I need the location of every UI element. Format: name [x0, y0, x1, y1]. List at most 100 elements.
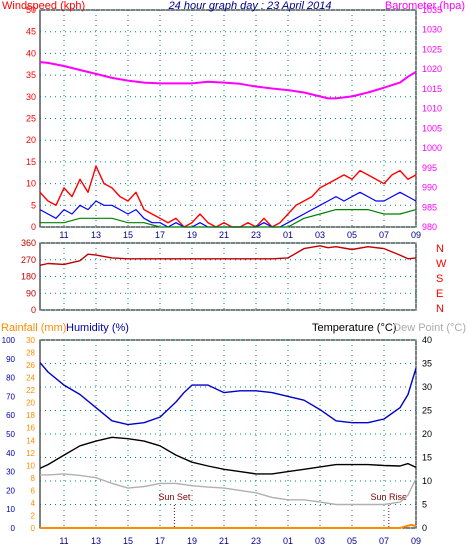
- rainfall-tick: 0: [31, 524, 36, 533]
- series-rainfall: [40, 523, 417, 529]
- rainfall-tick: 8: [31, 474, 36, 483]
- wind-direction-tick-labels: 0 90 180 270 360: [21, 238, 36, 315]
- wind-pressure-plot-area: [39, 9, 417, 228]
- barometer-tick: 1005: [422, 123, 442, 133]
- wind-direction-tick: 0: [31, 305, 36, 315]
- rainfall-tick: 4: [31, 499, 36, 508]
- barometer-tick: 1015: [422, 84, 442, 94]
- rainfall-tick: 30: [26, 336, 35, 345]
- rainfall-tick: 14: [26, 436, 35, 445]
- barometer-tick: 1025: [422, 44, 442, 54]
- x-tick-label: 17: [155, 230, 165, 240]
- time-tick-labels-bottom: 11 13 15 17 19 21 23 01 03 05 07 09: [59, 536, 421, 546]
- wind-direction-grid: [40, 242, 417, 311]
- humidity-tick: 50: [6, 430, 15, 439]
- x-tick-label: 15: [123, 230, 133, 240]
- barometer-tick: 1030: [422, 25, 442, 35]
- wind-direction-plot-area: [39, 242, 417, 311]
- x-tick-label: 13: [91, 536, 101, 546]
- rainfall-tick: 28: [26, 349, 35, 358]
- series-humidity: [39, 362, 417, 426]
- x-tick-label: 21: [219, 230, 229, 240]
- temperature-tick: 40: [422, 335, 432, 345]
- x-tick-label: 21: [219, 536, 229, 546]
- barometer-tick: 1020: [422, 64, 442, 74]
- x-tick-label: 07: [379, 230, 389, 240]
- series-temperature: [39, 436, 417, 475]
- rainfall-tick: 12: [26, 449, 35, 458]
- sun-annotations: Sun Set Sun Rise: [158, 492, 407, 528]
- temperature-axis-label: Temperature (°C): [312, 322, 396, 334]
- x-tick-label: 07: [379, 536, 389, 546]
- temperature-tick: 35: [422, 359, 432, 369]
- humidity-tick: 30: [6, 468, 15, 477]
- x-tick-label: 05: [347, 536, 357, 546]
- humidity-tick: 40: [6, 449, 15, 458]
- barometer-tick: 1010: [422, 104, 442, 114]
- x-tick-label: 19: [187, 230, 197, 240]
- windspeed-tick-labels: 0 5 10 15 20 25 30 35 40 45 50: [26, 5, 36, 232]
- dewpoint-axis-label: Dew Point (°C): [393, 322, 466, 334]
- wind-pressure-grid: [40, 9, 417, 228]
- rainfall-tick: 18: [26, 411, 35, 420]
- x-tick-label: 09: [411, 230, 421, 240]
- temperature-humidity-plot-area: [39, 339, 417, 529]
- barometer-tick: 1000: [422, 143, 442, 153]
- humidity-tick: 60: [6, 411, 15, 420]
- series-dew-point: [40, 473, 417, 506]
- rainfall-axis-label: Rainfall (mm): [1, 322, 66, 334]
- x-tick-label: 05: [347, 230, 357, 240]
- humidity-tick: 70: [6, 392, 15, 401]
- windspeed-tick: 30: [26, 92, 36, 102]
- barometer-tick: 985: [422, 202, 437, 212]
- sun-annotation-label: Sun Set: [158, 492, 191, 502]
- temperature-tick-labels: 0 5 10 15 20 25 30 35 40: [422, 335, 432, 533]
- windspeed-tick: 50: [26, 5, 36, 15]
- temperature-humidity-series: [39, 362, 417, 529]
- windspeed-tick: 5: [31, 200, 36, 210]
- temperature-tick: 5: [422, 500, 427, 510]
- x-tick-label: 17: [155, 536, 165, 546]
- x-tick-label: 15: [123, 536, 133, 546]
- chart-title: 24 hour graph day : 23 April 2014: [168, 0, 332, 12]
- humidity-tick-labels: 0 10 20 30 40 50 60 70 80 90 100: [2, 336, 16, 533]
- x-tick-label: 01: [283, 230, 293, 240]
- humidity-tick: 90: [6, 355, 15, 364]
- rainfall-tick: 20: [26, 399, 35, 408]
- windspeed-tick: 40: [26, 48, 36, 58]
- rainfall-tick: 24: [26, 374, 35, 383]
- series-barometer: [39, 61, 417, 100]
- x-tick-label: 01: [283, 536, 293, 546]
- rainfall-tick: 26: [26, 361, 35, 370]
- time-tick-labels-top: 11 13 15 17 19 21 23 01 03 05 07 09: [59, 230, 421, 240]
- wind-pressure-series: [39, 61, 417, 228]
- windspeed-tick: 35: [26, 70, 36, 80]
- series-wind-gust: [39, 165, 417, 228]
- temperature-tick: 20: [422, 429, 432, 439]
- series-wind-direction: [39, 245, 417, 266]
- windspeed-tick: 15: [26, 157, 36, 167]
- temperature-tick: 30: [422, 382, 432, 392]
- barometer-tick: 980: [422, 222, 437, 232]
- series-wind-average: [40, 209, 417, 228]
- wind-direction-series: [39, 245, 417, 266]
- compass-label: N: [436, 303, 444, 315]
- wind-direction-tick: 360: [21, 238, 36, 248]
- x-tick-label: 11: [59, 536, 68, 546]
- rainfall-tick: 22: [26, 386, 35, 395]
- temperature-tick: 25: [422, 406, 432, 416]
- windspeed-tick: 45: [26, 27, 36, 37]
- x-tick-label: 03: [315, 230, 325, 240]
- x-tick-label: 19: [187, 536, 197, 546]
- humidity-tick: 10: [6, 505, 15, 514]
- barometer-tick: 995: [422, 163, 437, 173]
- windspeed-tick: 25: [26, 114, 36, 124]
- sun-annotation-label: Sun Rise: [371, 492, 408, 502]
- compass-label: S: [436, 273, 443, 285]
- barometer-tick: 990: [422, 183, 437, 193]
- wind-direction-tick: 90: [26, 288, 36, 298]
- barometer-tick-labels: 980 985 990 995 1000 1005 1010 1015 1020 1025 1030…: [422, 5, 442, 232]
- x-tick-label: 03: [315, 536, 325, 546]
